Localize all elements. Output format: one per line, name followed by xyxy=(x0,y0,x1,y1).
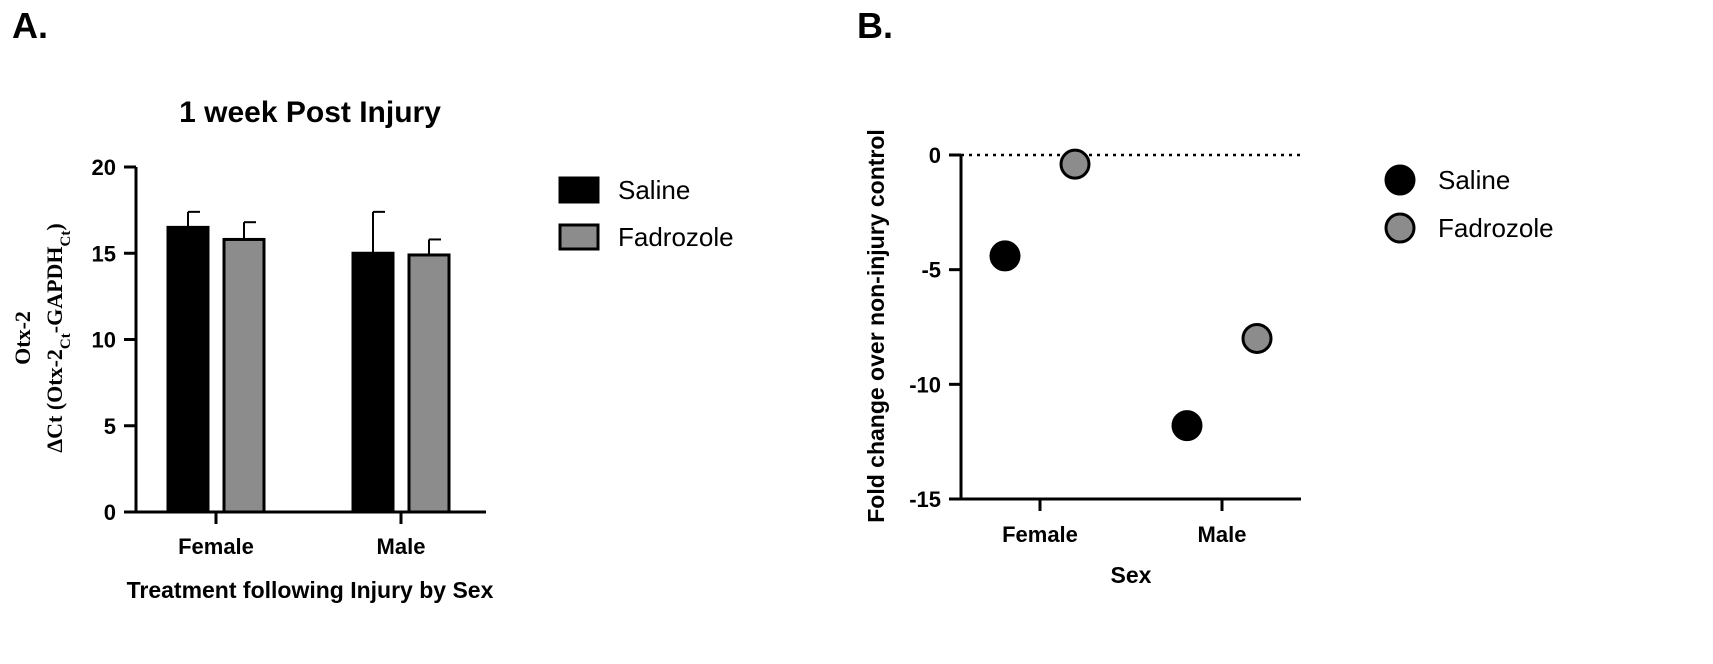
chart-a-legend-label: Fadrozole xyxy=(618,222,734,252)
chart-b-point-saline-female xyxy=(989,240,1021,272)
chart-a-x-ticks: Female Male xyxy=(178,512,425,559)
chart-b-legend-marker xyxy=(1384,164,1416,196)
chart-a-legend-swatch xyxy=(558,176,600,204)
chart-b-xlabel: Sex xyxy=(1111,562,1152,588)
chart-b: 0 -5 -10 -15 Female Male Fold change over no… xyxy=(863,129,1554,588)
chart-a-marks xyxy=(166,210,451,514)
chart-a-y-ticks: 0 5 10 15 20 xyxy=(92,155,136,525)
chart-a-legend-swatch xyxy=(558,223,600,251)
chart-a-ytick-label: 0 xyxy=(104,500,116,525)
chart-b-ytick-label: -15 xyxy=(909,487,941,512)
panel-a-label: A. xyxy=(12,5,48,46)
chart-b-y-ticks: 0 -5 -10 -15 xyxy=(909,143,961,512)
chart-b-legend: Saline Fadrozole xyxy=(1384,164,1554,244)
chart-a-ytick-label: 15 xyxy=(92,241,116,266)
chart-a-bar-fadrozole-male xyxy=(407,253,451,514)
chart-a-xlabel: Treatment following Injury by Sex xyxy=(127,577,494,603)
chart-a-legend: Saline Fadrozole xyxy=(558,175,734,252)
chart-b-x-ticks: Female Male xyxy=(1002,499,1246,547)
chart-b-ytick-label: -5 xyxy=(921,258,941,283)
chart-a-bar-saline-male xyxy=(351,251,395,514)
chart-a-ylabel-line1: Otx-2 xyxy=(10,311,35,365)
chart-b-legend-label: Fadrozole xyxy=(1438,213,1554,243)
chart-b-xtick-label: Female xyxy=(1002,522,1078,547)
chart-a-legend-label: Saline xyxy=(618,175,690,205)
chart-b-marks xyxy=(989,148,1273,442)
chart-a-ytick-label: 10 xyxy=(92,328,116,353)
chart-a-bar-fadrozole-female xyxy=(222,237,266,514)
chart-a-ytick-label: 5 xyxy=(104,414,116,439)
chart-b-xtick-label: Male xyxy=(1198,522,1247,547)
chart-b-point-saline-male xyxy=(1171,410,1203,442)
chart-b-ytick-label: 0 xyxy=(929,143,941,168)
chart-a: 1 week Post Injury 0 5 10 15 20 Female Male O… xyxy=(10,96,734,603)
chart-a-ytick-label: 20 xyxy=(92,155,116,180)
chart-a-bar-saline-female xyxy=(166,225,210,514)
panel-b-label: B. xyxy=(857,5,893,46)
chart-b-legend-label: Saline xyxy=(1438,165,1510,195)
chart-a-xtick-label: Female xyxy=(178,534,254,559)
chart-a-xtick-label: Male xyxy=(377,534,426,559)
chart-b-ytick-label: -10 xyxy=(909,372,941,397)
chart-b-legend-marker xyxy=(1384,212,1416,244)
chart-a-ylabel-line2-text: ΔCt (Otx-2Ct-GAPDHCt) xyxy=(42,223,74,452)
chart-b-ylabel: Fold change over non-injury control xyxy=(863,129,889,523)
chart-a-ylabel-line2: ΔCt (Otx-2Ct-GAPDHCt) xyxy=(42,223,74,452)
chart-a-title: 1 week Post Injury xyxy=(179,96,441,129)
chart-b-point-fadrozole-female xyxy=(1059,148,1091,180)
chart-b-point-fadrozole-male xyxy=(1241,322,1273,354)
